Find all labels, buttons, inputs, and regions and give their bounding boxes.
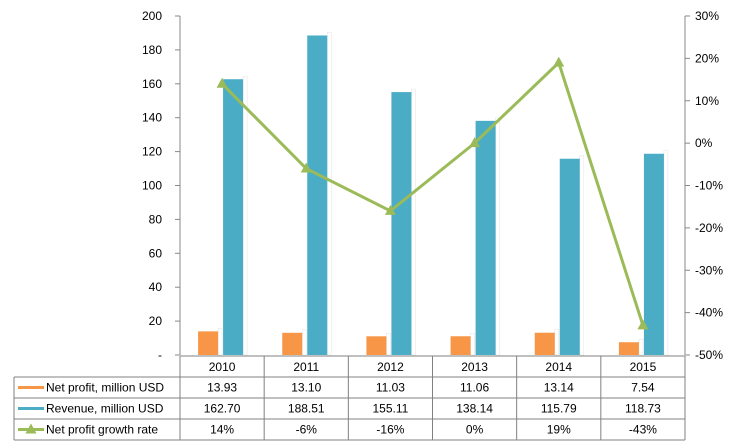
table-cell-value: 155.11 (373, 402, 409, 416)
left-tick-label: 180 (142, 43, 162, 57)
table-cell-value: 13.14 (544, 381, 574, 395)
right-tick-label: -40% (695, 306, 723, 320)
left-tick-label: 60 (149, 246, 163, 260)
table-cell-value: 115.79 (541, 402, 577, 416)
left-tick-label: 80 (149, 212, 163, 226)
right-tick-label: 30% (695, 9, 719, 23)
net-profit-bar (366, 336, 387, 355)
table-cell-value: 138.14 (456, 402, 493, 416)
growth-rate-point (637, 319, 649, 330)
growth-rate-line (221, 61, 645, 326)
left-axis: - 20 40 60 80 100 120 140 160 180 200 (142, 9, 181, 362)
category-label: 2013 (461, 360, 488, 374)
net-profit-bar (282, 332, 303, 355)
net-profit-bar-shadow (470, 332, 475, 356)
series-name: Revenue, million USD (46, 402, 164, 416)
table-cell-value: 13.10 (291, 381, 321, 395)
bars (198, 32, 669, 356)
net-profit-bar-shadow (554, 329, 560, 356)
left-tick-label: 140 (142, 111, 162, 125)
left-tick-label: 120 (142, 145, 162, 159)
right-tick-label: 20% (695, 51, 719, 65)
revenue-bar-shadow (242, 75, 248, 356)
table-cell-value: 11.03 (376, 381, 405, 395)
net-profit-bar (450, 336, 471, 355)
net-profit-bar-shadow (638, 338, 644, 356)
category-label: 2015 (630, 360, 657, 374)
net-profit-bar (618, 342, 639, 355)
table-cell-value: -43% (629, 423, 657, 437)
revenue-bar-shadow (579, 155, 585, 356)
table-cell-value: 14% (210, 423, 234, 437)
revenue-bar (307, 35, 328, 355)
category-label: 2014 (545, 360, 572, 374)
category-label: 2010 (209, 360, 236, 374)
right-tick-label: -10% (695, 179, 723, 193)
table-cell-value: 7.54 (631, 381, 655, 395)
net-profit-bar-shadow (301, 329, 307, 356)
growth-rate-point (300, 162, 312, 173)
growth-rate-point (469, 137, 481, 148)
left-tick-label: 200 (142, 9, 162, 23)
growth-rate-point (384, 204, 396, 215)
data-table: 2010 2011 2012 2013 2014 2015 Net profit, mill… (13, 355, 686, 441)
table-cell-value: 0% (466, 423, 484, 437)
revenue-bar (559, 158, 580, 355)
growth-rate-point (553, 56, 565, 67)
revenue-bar (391, 92, 412, 355)
category-label: 2011 (293, 360, 319, 374)
revenue-bar-shadow (326, 32, 332, 356)
right-axis: -50% -40% -30% -20% -10% 0% 10% 20% 30% (684, 9, 723, 362)
right-tick-label: -20% (695, 221, 723, 235)
table-cell-value: 162.70 (204, 402, 241, 416)
net-profit-bar-shadow (386, 333, 391, 356)
right-tick-label: -30% (695, 263, 723, 277)
growth-line (216, 56, 649, 330)
table-cell-value: -6% (296, 423, 318, 437)
revenue-bar-shadow (495, 117, 500, 356)
right-tick-label: -50% (695, 348, 723, 362)
legend-key-marker (25, 423, 37, 434)
revenue-bar (643, 153, 664, 355)
revenue-bar (223, 79, 244, 355)
left-tick-label: 40 (149, 280, 163, 294)
right-tick-label: 0% (695, 136, 713, 150)
table-cell-value: -16% (376, 423, 404, 437)
table-cell-value: 13.93 (207, 381, 237, 395)
revenue-bar-shadow (663, 150, 669, 356)
left-tick-label: 100 (142, 179, 162, 193)
series-name: Net profit growth rate (46, 423, 158, 437)
table-cell-value: 118.73 (625, 402, 661, 416)
net-profit-bar (534, 332, 555, 355)
revenue-bar (475, 120, 496, 356)
table-cell-value: 11.06 (460, 381, 489, 395)
revenue-bar-shadow (411, 88, 416, 356)
table-cell-value: 188.51 (288, 402, 325, 416)
left-tick-label: - (158, 348, 162, 362)
category-label: 2012 (377, 360, 404, 374)
right-tick-label: 10% (695, 94, 719, 108)
table-cell-value: 19% (547, 423, 571, 437)
left-tick-label: 20 (149, 314, 163, 328)
net-profit-bar-shadow (217, 328, 223, 356)
left-tick-label: 160 (142, 77, 162, 91)
growth-rate-point (216, 77, 228, 88)
net-profit-bar (198, 331, 219, 355)
series-name: Net profit, million USD (46, 381, 164, 395)
